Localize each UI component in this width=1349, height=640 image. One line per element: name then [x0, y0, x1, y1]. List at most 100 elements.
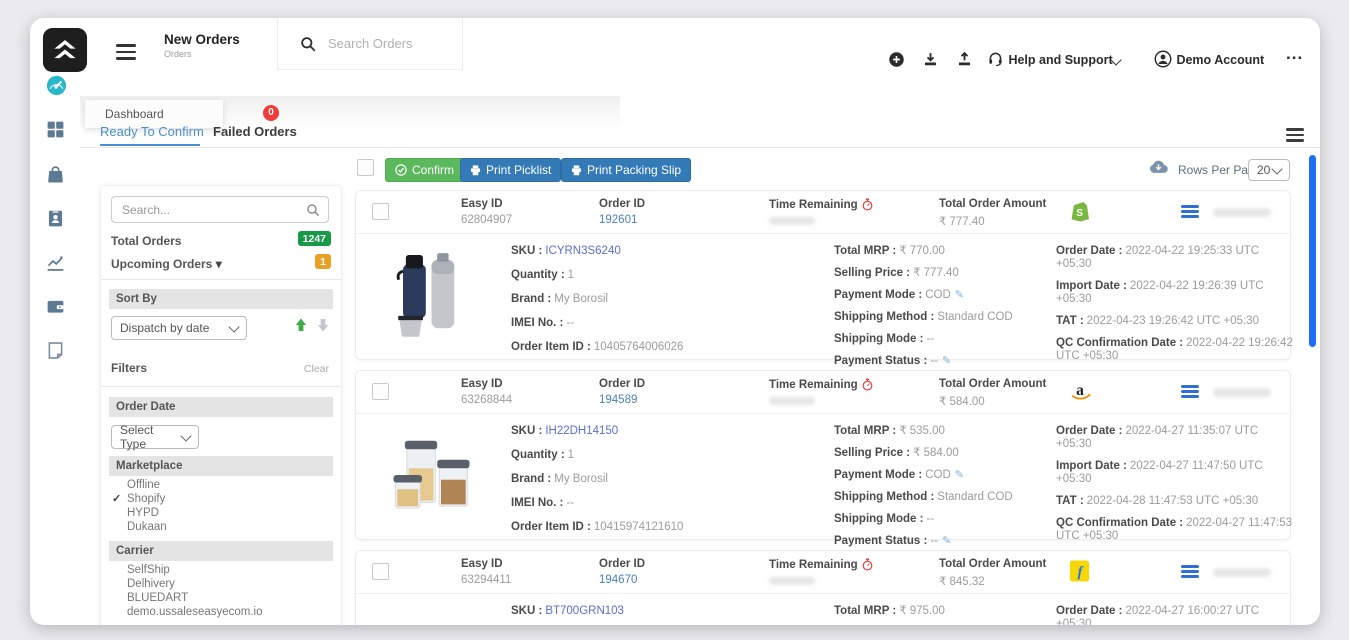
print-picklist-button[interactable]: Print Picklist	[460, 158, 562, 182]
order-id-link[interactable]: 194589	[599, 394, 638, 406]
order-actions-menu-icon[interactable]	[1181, 205, 1199, 218]
order-actions-menu-icon[interactable]	[1181, 385, 1199, 398]
sku-link[interactable]: BT700GRN103	[545, 605, 624, 617]
edit-pencil-icon[interactable]	[942, 355, 951, 367]
add-button[interactable]	[888, 51, 905, 73]
quantity-label: Quantity :	[511, 269, 565, 281]
payment-mode-value: COD	[925, 289, 951, 301]
upcoming-orders-toggle[interactable]: Upcoming Orders ▾	[111, 257, 222, 271]
sidebar-item-dashboard[interactable]	[45, 74, 69, 98]
order-id-label: Order ID	[599, 378, 646, 390]
list-settings-icon[interactable]	[1286, 128, 1304, 142]
payment-mode-value: COD	[925, 469, 951, 481]
carrier-option-bluedart[interactable]: BLUEDART	[127, 592, 189, 604]
app-logo[interactable]	[42, 27, 88, 73]
sidebar-item-notes[interactable]	[45, 340, 69, 364]
edit-pencil-icon[interactable]	[942, 535, 951, 547]
selling-price-value: ₹ 584.00	[913, 447, 959, 459]
filter-search-input[interactable]	[120, 201, 306, 218]
vertical-scrollbar[interactable]	[1309, 155, 1316, 347]
tab-failed-orders[interactable]: Failed Orders	[213, 124, 297, 139]
order-id-label: Order ID	[599, 558, 646, 570]
total-amount-cell: Total Order Amount ₹ 777.40	[939, 198, 1046, 228]
hamburger-menu-icon[interactable]	[116, 44, 136, 60]
flyout-menu-item-dashboard[interactable]: Dashboard	[85, 100, 223, 128]
tab-ready-to-confirm[interactable]: Ready To Confirm	[100, 124, 204, 139]
arrow-down-icon	[317, 319, 329, 332]
shipping-mode-label: Shipping Mode :	[834, 333, 924, 345]
marketplace-option-offline[interactable]: Offline	[127, 479, 161, 491]
marketplace-option-hypd[interactable]: HYPD	[127, 507, 159, 519]
sort-by-select[interactable]: Dispatch by date	[111, 316, 247, 340]
sort-ascending-button[interactable]	[293, 317, 309, 338]
order-checkbox[interactable]	[372, 203, 389, 220]
sort-descending-button[interactable]	[315, 317, 331, 338]
carrier-option-demo[interactable]: demo.ussaleseasyecom.io	[127, 606, 263, 618]
clear-filters-link[interactable]: Clear	[303, 363, 329, 375]
payment-status-value: --	[930, 535, 938, 547]
caret-down-icon: ▾	[215, 257, 222, 271]
item-details-column: SKU : ICYRN3S6240 Quantity :1 Brand : My B…	[511, 245, 683, 365]
upload-button[interactable]	[956, 51, 973, 73]
order-card-body: SKU : ICYRN3S6240 Quantity :1 Brand : My B…	[356, 234, 1293, 384]
download-button[interactable]	[922, 51, 939, 73]
easy-id-cell: Easy ID 62804907	[461, 198, 512, 226]
order-item-id-value: 10415974121610	[593, 521, 684, 533]
marketplace-option-dukaan[interactable]: Dukaan	[127, 521, 167, 533]
order-date-value: 2022-04-27 11:35:07 UTC +05:30	[1056, 425, 1259, 450]
confirm-button[interactable]: Confirm	[385, 158, 465, 182]
export-button[interactable]	[1148, 158, 1169, 180]
redacted-text	[1213, 388, 1271, 397]
orders-bag-icon	[48, 166, 63, 183]
sidebar-item-wallet[interactable]	[45, 296, 69, 320]
shipping-mode-value: --	[926, 333, 935, 345]
printer-icon	[571, 164, 582, 175]
sidebar-item-reports[interactable]	[45, 252, 69, 276]
order-date-type-select[interactable]: Select Type	[111, 423, 199, 451]
shipping-method-value: Standard COD	[937, 311, 1013, 323]
search-icon	[307, 203, 320, 216]
carrier-option-selfship[interactable]: SelfShip	[127, 564, 170, 576]
help-and-support[interactable]: Help and Support	[987, 50, 1113, 69]
item-details-column: SKU : IH22DH14150 Quantity :1 Brand : My B…	[511, 425, 683, 545]
edit-pencil-icon[interactable]	[955, 469, 964, 481]
print-packing-slip-button[interactable]: Print Packing Slip	[561, 158, 692, 182]
sidebar-item-contacts[interactable]	[45, 208, 69, 232]
order-item-id-label: Order Item ID :	[511, 521, 591, 533]
order-card-header: Easy ID 63268844 Order ID 194589 Time Re…	[356, 371, 1290, 414]
total-amount-cell: Total Order Amount ₹ 845.32	[939, 558, 1046, 588]
payment-status-label: Payment Status :	[834, 535, 928, 547]
total-mrp-label: Total MRP :	[834, 245, 897, 257]
order-id-link[interactable]: 194670	[599, 574, 638, 586]
account-label: Demo Account	[1176, 53, 1265, 67]
user-icon	[1154, 50, 1172, 68]
order-actions-menu-icon[interactable]	[1181, 565, 1199, 578]
printer-icon	[470, 164, 481, 175]
carrier-option-delhivery[interactable]: Delhivery	[127, 578, 175, 590]
more-options-icon[interactable]: ...	[1286, 44, 1304, 63]
account-menu[interactable]: Demo Account	[1154, 50, 1264, 69]
rows-per-page-select[interactable]: 20	[1248, 159, 1290, 181]
order-id-link[interactable]: 192601	[599, 214, 638, 226]
svg-text:f: f	[1077, 564, 1084, 580]
total-mrp-value: ₹ 770.00	[899, 245, 945, 257]
upcoming-orders-badge: 1	[315, 254, 331, 269]
import-date-value: 2022-04-27 11:47:50 UTC +05:30	[1056, 460, 1263, 485]
order-checkbox[interactable]	[372, 563, 389, 580]
shipping-method-label: Shipping Method :	[834, 311, 935, 323]
contacts-card-icon	[48, 210, 63, 227]
order-id-cell: Order ID 192601	[599, 198, 645, 226]
sidebar-item-orders[interactable]	[45, 164, 69, 188]
marketplace-option-shopify[interactable]: Shopify	[127, 493, 166, 505]
sku-link[interactable]: ICYRN3S6240	[545, 245, 621, 257]
sku-link[interactable]: IH22DH14150	[545, 425, 619, 437]
thermos-product-image	[396, 253, 455, 337]
tat-label: TAT :	[1056, 495, 1084, 507]
search-orders-input[interactable]	[326, 35, 460, 52]
select-all-checkbox[interactable]	[357, 159, 374, 176]
payment-status-value: --	[930, 355, 938, 367]
svg-text:S: S	[1076, 208, 1083, 219]
sidebar-item-apps[interactable]	[45, 119, 69, 143]
edit-pencil-icon[interactable]	[955, 289, 964, 301]
order-checkbox[interactable]	[372, 383, 389, 400]
